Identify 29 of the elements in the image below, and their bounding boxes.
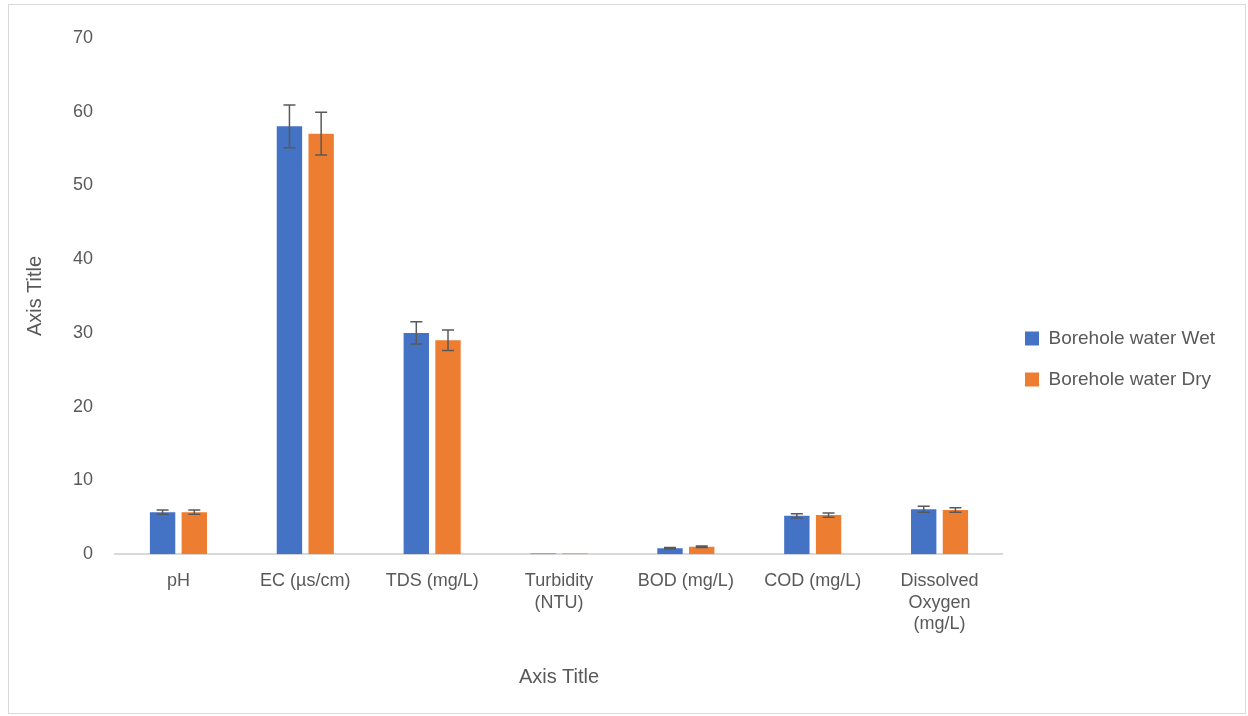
legend-label: Borehole water Wet <box>1048 326 1216 348</box>
x-tick-label: COD (mg/L) <box>764 569 862 590</box>
bar <box>308 133 334 555</box>
legend-label: Borehole water Dry <box>1048 367 1212 389</box>
y-tick-label: 30 <box>72 321 94 342</box>
y-tick-label: 40 <box>72 248 94 269</box>
y-tick-label: 60 <box>72 100 94 121</box>
bar <box>276 126 303 555</box>
x-tick-label: pH <box>166 569 190 590</box>
y-tick-label: 10 <box>72 469 94 490</box>
y-tick-label: 0 <box>83 543 94 564</box>
bar <box>784 515 810 555</box>
bar <box>403 332 429 555</box>
x-tick-label: TDS (mg/L) <box>385 569 479 590</box>
y-tick-label: 70 <box>72 26 94 47</box>
bar <box>149 512 176 555</box>
y-axis-title: Axis Title <box>22 255 45 337</box>
y-tick-label: 20 <box>72 395 94 416</box>
bar <box>181 512 207 555</box>
x-tick-label: Dissolved Oxygen (mg/L) <box>900 569 979 634</box>
y-tick-label: 50 <box>72 174 94 195</box>
x-axis-title: Axis Title <box>518 664 600 687</box>
bar <box>942 509 969 555</box>
bar <box>435 340 461 555</box>
bar <box>815 515 842 555</box>
bar <box>911 509 937 555</box>
x-tick-label: Turbidity (NTU) <box>524 569 594 612</box>
x-tick-label: EC (µs/cm) <box>260 569 351 590</box>
x-tick-label: BOD (mg/L) <box>637 569 734 590</box>
